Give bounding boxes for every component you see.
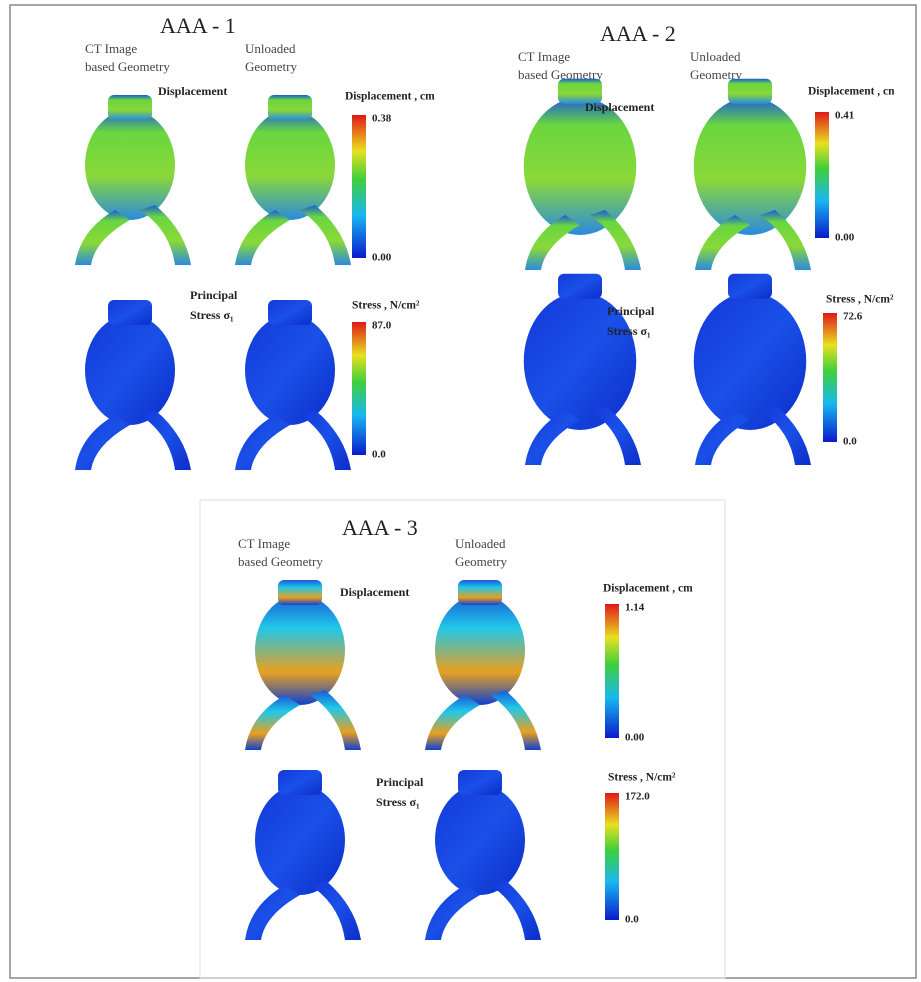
colorbar — [605, 793, 619, 920]
column-label: CT Image — [85, 41, 137, 56]
model-render — [524, 274, 641, 465]
model-render — [235, 95, 351, 265]
iliac-leg — [75, 415, 130, 470]
colorbar — [352, 322, 366, 455]
colorbar-title: Stress , N/cm² — [826, 294, 894, 306]
iliac-leg — [490, 690, 541, 750]
column-label: CT Image — [518, 49, 570, 64]
iliac-leg — [310, 880, 361, 940]
aneurysm-neck — [558, 274, 602, 299]
colorbar-title: Displacement , cm — [345, 91, 435, 103]
colorbar-min: 0.00 — [625, 732, 645, 744]
model-render — [425, 770, 541, 940]
colorbar-max: 72.6 — [843, 311, 863, 323]
colorbar-max: 87.0 — [372, 320, 392, 332]
aneurysm-body — [524, 98, 637, 236]
colorbar-max: 172.0 — [625, 791, 650, 803]
row-label: Stress σ₁ — [376, 795, 420, 809]
column-label: Geometry — [245, 59, 297, 74]
colorbar-max: 1.14 — [625, 602, 645, 614]
iliac-leg — [75, 210, 130, 265]
iliac-leg — [140, 205, 191, 265]
panel-title: AAA - 2 — [600, 21, 676, 46]
aneurysm-neck — [108, 300, 152, 325]
colorbar — [823, 313, 837, 442]
aneurysm-body — [435, 595, 525, 705]
aneurysm-neck — [458, 770, 502, 795]
colorbar-max: 0.38 — [372, 113, 392, 125]
colorbar — [815, 112, 829, 238]
panel-title: AAA - 3 — [342, 515, 418, 540]
iliac-leg — [490, 880, 541, 940]
colorbar-min: 0.00 — [835, 232, 855, 244]
row-label: Displacement — [340, 585, 409, 599]
row-label: Stress σ₁ — [190, 308, 234, 322]
model-render — [245, 770, 361, 940]
model-render — [75, 300, 191, 470]
model-render — [235, 300, 351, 470]
colorbar — [605, 604, 619, 738]
colorbar-min: 0.0 — [625, 914, 639, 926]
iliac-leg — [425, 885, 480, 940]
aneurysm-body — [85, 315, 175, 425]
iliac-leg — [300, 205, 351, 265]
colorbar-min: 0.0 — [843, 436, 857, 448]
column-label: based Geometry — [238, 554, 323, 569]
column-label: Unloaded — [245, 41, 296, 56]
model-render — [425, 580, 541, 750]
iliac-leg — [310, 690, 361, 750]
column-label: Unloaded — [690, 49, 741, 64]
model-render — [75, 95, 191, 265]
row-label: Displacement — [585, 100, 654, 114]
aneurysm-neck — [268, 300, 312, 325]
aneurysm-neck — [728, 79, 772, 104]
aneurysm-neck — [728, 274, 772, 299]
colorbar-min: 0.00 — [372, 252, 392, 264]
aneurysm-body — [694, 293, 807, 431]
iliac-leg — [300, 410, 351, 470]
row-label: Displacement — [158, 84, 227, 98]
colorbar-title: Displacement , cn — [808, 86, 895, 98]
aneurysm-neck — [458, 580, 502, 605]
column-label: based Geometry — [85, 59, 170, 74]
row-label: Principal — [376, 775, 424, 789]
aneurysm-body — [85, 110, 175, 220]
colorbar — [352, 115, 366, 258]
column-label: Unloaded — [455, 536, 506, 551]
aneurysm-body — [255, 785, 345, 895]
aneurysm-body — [245, 110, 335, 220]
iliac-leg — [425, 695, 480, 750]
aneurysm-neck — [268, 95, 312, 120]
iliac-leg — [245, 695, 300, 750]
column-label: CT Image — [238, 536, 290, 551]
model-render — [245, 580, 361, 750]
colorbar-min: 0.0 — [372, 449, 386, 461]
aneurysm-body — [255, 595, 345, 705]
aneurysm-body — [245, 315, 335, 425]
figure: AAA - 1 CT Image based Geometry Unloaded Geo… — [0, 0, 921, 982]
row-label: Principal — [607, 304, 655, 318]
aneurysm-body — [435, 785, 525, 895]
column-label: Geometry — [455, 554, 507, 569]
model-render — [694, 274, 811, 465]
row-label: Stress σ₁ — [607, 324, 651, 338]
colorbar-max: 0.41 — [835, 110, 854, 122]
aneurysm-neck — [278, 770, 322, 795]
panel-title: AAA - 1 — [160, 13, 236, 38]
aneurysm-neck — [278, 580, 322, 605]
iliac-leg — [245, 885, 300, 940]
aneurysm-neck — [108, 95, 152, 120]
model-render — [694, 79, 811, 270]
iliac-leg — [140, 410, 191, 470]
row-label: Principal — [190, 288, 238, 302]
colorbar-title: Stress , N/cm² — [352, 300, 420, 312]
colorbar-title: Displacement , cm — [603, 583, 693, 595]
iliac-leg — [235, 210, 290, 265]
colorbar-title: Stress , N/cm² — [608, 772, 676, 784]
aneurysm-body — [694, 98, 807, 236]
iliac-leg — [235, 415, 290, 470]
